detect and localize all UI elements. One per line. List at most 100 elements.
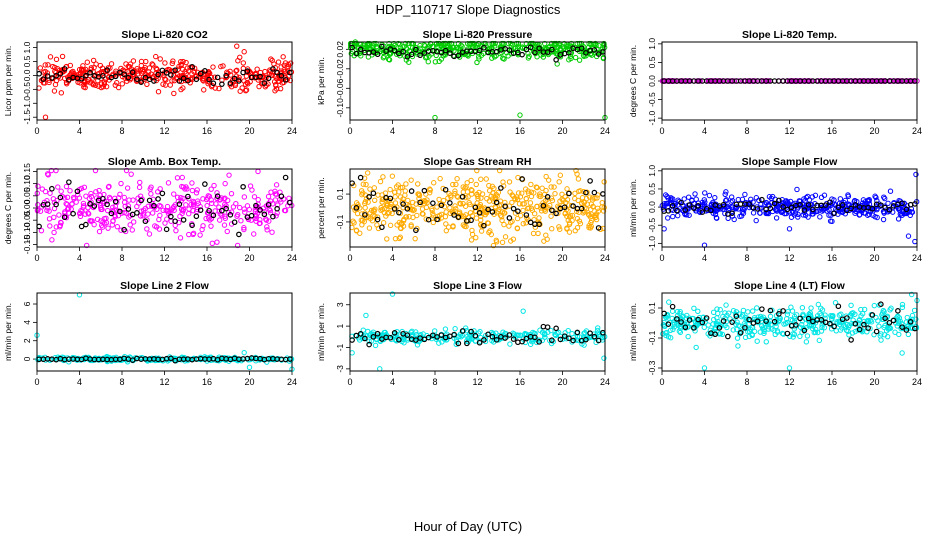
reference-point [899,200,905,207]
x-tick-label: 8 [744,377,749,387]
panel-8: Slope Line 3 Flow ml/min per min. 0 4 8 12 16 2… [316,280,610,387]
reference-point [214,193,221,199]
reference-point [53,72,59,79]
data-point [149,61,155,67]
reference-point [544,49,551,55]
y-tick-label: -0.02 [335,59,345,79]
plot-frame [36,41,293,121]
data-point [53,56,60,63]
data-point [538,208,545,214]
data-point [482,211,488,218]
panel-title: Slope Line 3 Flow [433,280,523,292]
data-point [464,180,470,186]
data-point [493,330,499,336]
data-point [108,61,115,67]
data-point [462,325,469,331]
reference-point [455,52,462,59]
data-point [587,225,594,231]
x-tick-label: 0 [347,126,352,136]
data-point [476,189,482,196]
data-point [226,172,232,178]
plot-frame [661,168,918,248]
reference-point [665,321,672,327]
reference-point [506,332,513,338]
data-point [845,192,851,198]
x-tick-label: 16 [827,126,837,136]
reference-point [257,73,263,80]
reference-point [104,201,110,208]
outlier-point [701,365,708,371]
data-point [134,66,140,72]
reference-point [163,226,170,233]
data-point [102,220,108,227]
data-point [515,190,522,196]
data-point [387,186,393,193]
reference-point [852,202,859,208]
data-point [742,334,749,341]
data-point [501,40,507,47]
data-point [473,234,479,241]
data-point [588,42,594,48]
reference-point [665,208,672,214]
reference-point [498,185,504,191]
data-point [514,196,521,203]
data-point [357,230,363,236]
data-point [275,202,281,208]
data-point [539,329,546,336]
data-point [539,185,545,191]
panel-title: Slope Line 2 Flow [120,280,210,292]
panel-5: Slope Gas Stream RH percent per min. 0 4 8 12… [316,156,610,263]
y-tick-label: 0.0 [22,69,32,81]
data-point [97,192,103,198]
data-point [862,199,868,205]
data-point [395,40,402,47]
data-point [212,85,219,91]
reference-point [459,328,466,334]
data-point [565,217,571,224]
reference-point [869,312,876,318]
reference-point [844,315,850,321]
reference-point [455,340,462,347]
data-point [539,337,545,344]
data-point [665,215,671,221]
data-point [244,79,251,86]
x-tick-label: 24 [912,126,922,136]
data-point [569,330,575,337]
reference-point [776,197,782,204]
reference-point [83,221,89,228]
x-tick-label: 24 [600,253,610,263]
data-point [803,194,810,201]
reference-point [70,210,76,217]
data-point [220,63,226,69]
outlier-point [520,308,526,314]
data-point [274,210,280,216]
reference-point [134,76,140,82]
reference-point [265,75,272,82]
y-tick-label: 0.1 [647,302,657,314]
data-point [35,202,41,208]
reference-point [869,205,876,212]
data-point [374,214,381,220]
reference-point [404,332,411,338]
data-point [913,316,919,322]
data-point [664,200,671,207]
data-point [542,40,548,47]
data-point [224,228,230,235]
figure-title: HDP_110717 Slope Diagnostics [376,2,561,17]
data-point [742,191,748,198]
reference-point [476,47,483,54]
data-point [734,335,741,341]
data-point [465,194,471,200]
panel-title: Slope Li-820 Temp. [742,29,837,41]
data-point [555,44,562,50]
data-point [88,66,94,73]
data-point [785,201,792,207]
data-point [501,56,507,62]
data-point [76,210,83,217]
x-tick-label: 20 [244,126,254,136]
reference-point [827,199,833,206]
reference-point [374,330,381,337]
data-point [457,200,463,206]
data-point [386,57,393,63]
data-point [549,197,556,204]
